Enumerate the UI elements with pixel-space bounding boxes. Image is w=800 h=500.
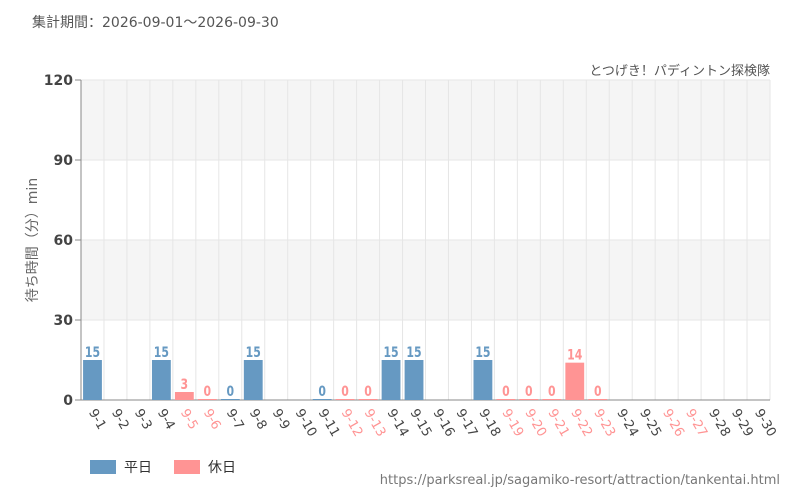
x-tick-label-9-4: 9-4	[154, 407, 178, 433]
bar-9-12	[335, 399, 355, 400]
data-label-9-13: 0	[364, 383, 372, 400]
bar-9-5	[174, 392, 194, 400]
x-tick-label-9-14: 9-14	[384, 407, 412, 440]
legend-item-holiday[interactable]: 休日	[174, 457, 236, 477]
x-tick-label-9-13: 9-13	[361, 407, 389, 440]
x-tick-label-9-26: 9-26	[659, 407, 687, 440]
data-label-9-5: 3	[181, 376, 189, 393]
y-tick-label: 60	[54, 233, 74, 249]
x-tick-label-9-1: 9-1	[85, 407, 109, 433]
x-tick-label-9-23: 9-23	[590, 407, 618, 440]
legend-label-holiday: 休日	[208, 460, 236, 476]
legend: 平日 休日	[90, 457, 236, 477]
bar-9-18	[473, 360, 493, 400]
y-tick-label: 90	[54, 153, 74, 169]
source-url[interactable]: https://parksreal.jp/sagamiko-resort/att…	[379, 473, 780, 488]
period-label: 集計期間：2026-09-01～2026-09-30	[32, 15, 279, 31]
bar-9-21	[542, 399, 562, 400]
data-label-9-20: 0	[525, 383, 533, 400]
legend-swatch-holiday	[174, 460, 200, 474]
bar-9-22	[565, 362, 585, 400]
data-label-9-21: 0	[548, 383, 556, 400]
x-tick-label-9-28: 9-28	[705, 407, 733, 440]
legend-label-weekday: 平日	[124, 460, 152, 476]
data-label-9-14: 15	[383, 344, 398, 361]
data-label-9-12: 0	[341, 383, 349, 400]
x-tick-label-9-11: 9-11	[315, 407, 343, 440]
x-tick-label-9-29: 9-29	[728, 407, 756, 440]
bar-9-20	[519, 399, 539, 400]
data-label-9-23: 0	[594, 383, 602, 400]
x-tick-label-9-16: 9-16	[430, 407, 458, 440]
x-tick-label-9-7: 9-7	[223, 407, 247, 433]
x-tick-label-9-2: 9-2	[108, 407, 132, 433]
data-label-9-8: 15	[246, 344, 261, 361]
x-tick-label-9-10: 9-10	[292, 407, 320, 440]
data-label-9-19: 0	[502, 383, 510, 400]
x-tick-label-9-21: 9-21	[544, 407, 572, 440]
x-tick-label-9-12: 9-12	[338, 407, 366, 440]
x-tick-label-9-5: 9-5	[177, 407, 201, 433]
x-tick-label-9-24: 9-24	[613, 407, 641, 440]
bar-9-11	[312, 399, 332, 400]
x-tick-label-9-27: 9-27	[682, 407, 710, 440]
x-tick-label-9-25: 9-25	[636, 407, 664, 440]
bar-9-8	[243, 360, 263, 400]
y-tick-label: 30	[54, 313, 74, 329]
data-label-9-22: 14	[567, 346, 582, 363]
bar-9-7	[220, 399, 240, 400]
bar-9-1	[83, 360, 102, 400]
bar-9-23	[588, 399, 608, 400]
data-label-9-15: 15	[406, 344, 421, 361]
bar-9-15	[404, 360, 424, 400]
data-label-9-11: 0	[318, 383, 326, 400]
bar-9-19	[496, 399, 516, 400]
x-tick-label-9-17: 9-17	[452, 407, 480, 440]
bar-9-4	[151, 360, 171, 400]
y-tick-label: 0	[63, 393, 73, 409]
x-tick-label-9-19: 9-19	[498, 407, 526, 440]
x-tick-label-9-6: 9-6	[200, 407, 224, 433]
data-label-9-1: 15	[85, 344, 100, 361]
x-tick-label-9-8: 9-8	[246, 407, 270, 433]
attraction-name: とつげき！パディントン探検隊	[589, 64, 770, 79]
data-label-9-18: 15	[475, 344, 490, 361]
data-label-9-7: 0	[226, 383, 234, 400]
x-tick-label-9-22: 9-22	[567, 407, 595, 440]
x-tick-label-9-20: 9-20	[521, 407, 549, 440]
y-tick-label: 120	[44, 73, 73, 89]
legend-swatch-weekday	[90, 460, 116, 474]
bar-9-14	[381, 360, 401, 400]
bar-9-6	[197, 399, 217, 400]
x-tick-label-9-18: 9-18	[475, 407, 503, 440]
x-tick-label-9-3: 9-3	[131, 407, 155, 433]
data-label-9-6: 0	[204, 383, 212, 400]
x-tick-label-9-30: 9-30	[751, 407, 779, 440]
legend-item-weekday[interactable]: 平日	[90, 457, 152, 477]
bar-9-13	[358, 399, 378, 400]
x-tick-label-9-9: 9-9	[269, 407, 293, 433]
data-label-9-4: 15	[154, 344, 169, 361]
x-tick-label-9-15: 9-15	[407, 407, 435, 440]
